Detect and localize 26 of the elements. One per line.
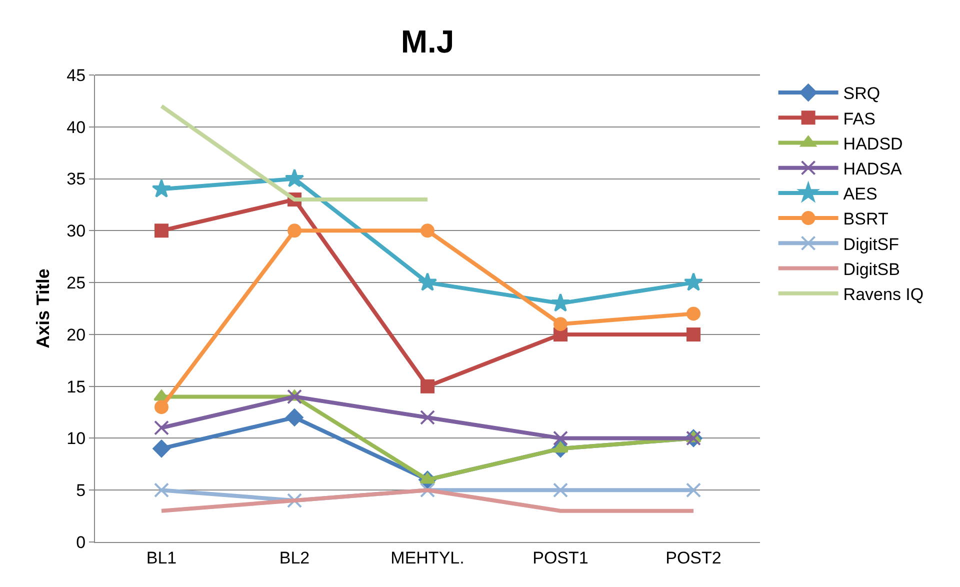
legend-label: FAS xyxy=(843,109,876,128)
y-tick-label: 35 xyxy=(66,170,86,189)
legend-label: SRQ xyxy=(843,84,880,104)
x-tick-label: BL1 xyxy=(146,548,177,568)
y-tick-label: 10 xyxy=(66,429,86,448)
y-tick-label: 25 xyxy=(66,274,86,293)
legend-label: Ravens IQ xyxy=(843,284,924,304)
x-tick-label: BL2 xyxy=(279,548,310,568)
x-tick-label: POST1 xyxy=(532,548,588,568)
x-tick-label: POST2 xyxy=(666,548,722,568)
y-tick-label: 45 xyxy=(66,66,86,85)
y-tick-label: 30 xyxy=(66,222,86,241)
legend-label: DigitSB xyxy=(843,260,900,279)
y-tick-label: 15 xyxy=(66,377,86,396)
legend-label: HADSA xyxy=(843,159,903,178)
legend-label: AES xyxy=(843,184,878,204)
y-tick-label: 40 xyxy=(66,118,86,137)
chart-title: M.J xyxy=(400,23,454,60)
legend-label: BSRT xyxy=(843,210,888,229)
x-tick-label: MEHTYL. xyxy=(390,548,464,568)
y-axis-title: Axis Title xyxy=(32,268,53,348)
y-tick-label: 20 xyxy=(66,325,86,344)
legend-label: DigitSF xyxy=(843,234,900,254)
y-tick-label: 5 xyxy=(76,481,86,500)
legend-label: HADSD xyxy=(843,134,903,154)
y-tick-label: 0 xyxy=(76,532,86,552)
